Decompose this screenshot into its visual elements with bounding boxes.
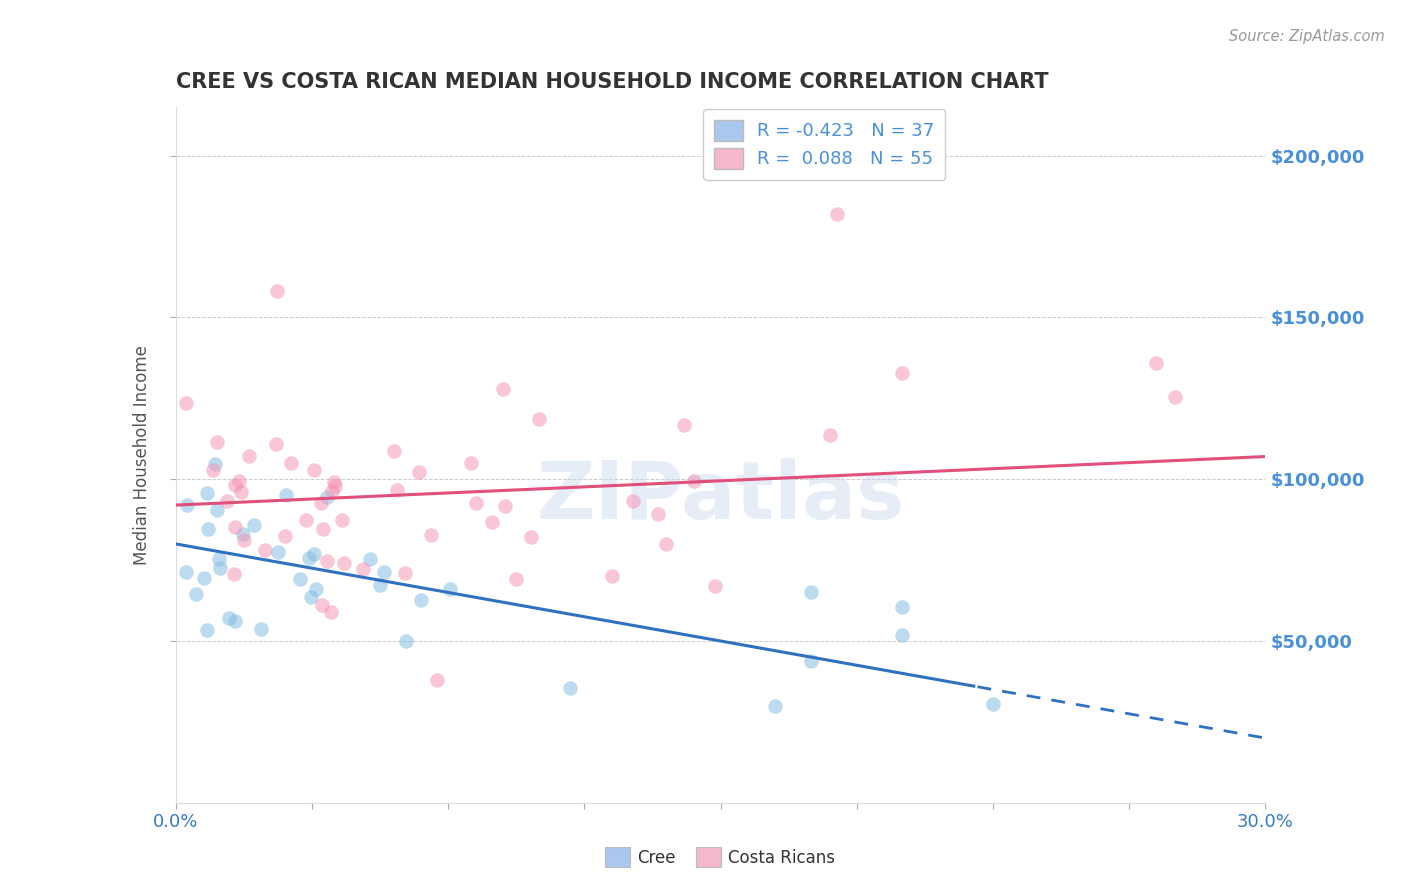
Point [465, 496, 488, 510]
Point [352, 562, 374, 576]
Point [315, 490, 337, 504]
Y-axis label: Median Household Income: Median Household Income [134, 345, 152, 565]
Point [382, 444, 405, 458]
Point [280, 456, 302, 470]
Point [321, 605, 343, 619]
Point [266, 544, 288, 558]
Text: CREE VS COSTA RICAN MEDIAN HOUSEHOLD INCOME CORRELATION CHART: CREE VS COSTA RICAN MEDIAN HOUSEHOLD INC… [176, 71, 1049, 92]
Point [233, 533, 256, 547]
Point [202, 463, 225, 477]
Point [224, 478, 246, 492]
Point [322, 475, 344, 489]
Point [274, 488, 297, 502]
Point [266, 285, 288, 299]
Point [492, 382, 515, 396]
Point [981, 698, 1004, 712]
Point [481, 515, 503, 529]
Point [208, 551, 231, 566]
Point [1146, 356, 1168, 370]
Point [800, 585, 823, 599]
Point [197, 522, 219, 536]
Point [208, 561, 231, 575]
Point [600, 569, 623, 583]
Point [205, 434, 228, 449]
Point [205, 502, 228, 516]
Point [891, 600, 914, 615]
Point [408, 466, 430, 480]
Point [302, 547, 325, 561]
Point [439, 582, 461, 596]
Point [673, 418, 696, 433]
Point [527, 411, 550, 425]
Point [359, 552, 381, 566]
Point [238, 450, 260, 464]
Point [311, 599, 333, 613]
Point [891, 366, 914, 380]
Point [232, 527, 254, 541]
Point [387, 483, 409, 497]
Point [228, 474, 250, 488]
Point [395, 633, 418, 648]
Point [176, 498, 198, 512]
Point [174, 396, 197, 410]
Point [298, 550, 321, 565]
Point [420, 528, 443, 542]
Point [825, 207, 848, 221]
Point [302, 463, 325, 477]
Text: Cree: Cree [637, 849, 675, 867]
Legend: R = -0.423   N = 37, R =  0.088   N = 55: R = -0.423 N = 37, R = 0.088 N = 55 [703, 109, 945, 179]
Point [218, 610, 240, 624]
Point [222, 567, 245, 582]
Point [204, 457, 226, 471]
Point [1163, 390, 1185, 404]
Point [311, 496, 333, 510]
Point [333, 556, 356, 570]
Point [184, 587, 207, 601]
Point [217, 494, 239, 508]
Point [682, 474, 704, 488]
Point [229, 484, 252, 499]
Point [323, 479, 346, 493]
Text: Source: ZipAtlas.com: Source: ZipAtlas.com [1229, 29, 1385, 44]
Text: Costa Ricans: Costa Ricans [728, 849, 835, 867]
Text: ZIPatlas: ZIPatlas [537, 458, 904, 536]
Point [763, 698, 786, 713]
Point [224, 520, 246, 534]
Point [193, 571, 215, 585]
Point [460, 456, 482, 470]
Point [891, 627, 914, 641]
Point [254, 543, 277, 558]
Point [299, 591, 322, 605]
Point [288, 572, 311, 586]
Point [647, 507, 669, 521]
Point [621, 494, 644, 508]
Point [505, 573, 527, 587]
Point [242, 518, 264, 533]
Point [368, 578, 391, 592]
Point [321, 483, 343, 498]
Point [264, 437, 287, 451]
Point [655, 537, 678, 551]
Point [494, 500, 516, 514]
Point [394, 566, 416, 580]
Point [195, 623, 218, 637]
Point [195, 485, 218, 500]
Point [312, 522, 335, 536]
Point [295, 513, 318, 527]
Point [176, 565, 198, 579]
Point [373, 565, 395, 579]
Point [800, 654, 823, 668]
Point [304, 582, 326, 597]
Point [520, 530, 543, 544]
Point [273, 529, 295, 543]
Point [818, 428, 841, 442]
Point [330, 513, 353, 527]
Point [704, 578, 727, 592]
Point [316, 554, 339, 568]
Point [426, 673, 449, 687]
Point [224, 614, 246, 628]
Point [560, 681, 582, 696]
Point [409, 592, 432, 607]
Point [250, 622, 273, 636]
